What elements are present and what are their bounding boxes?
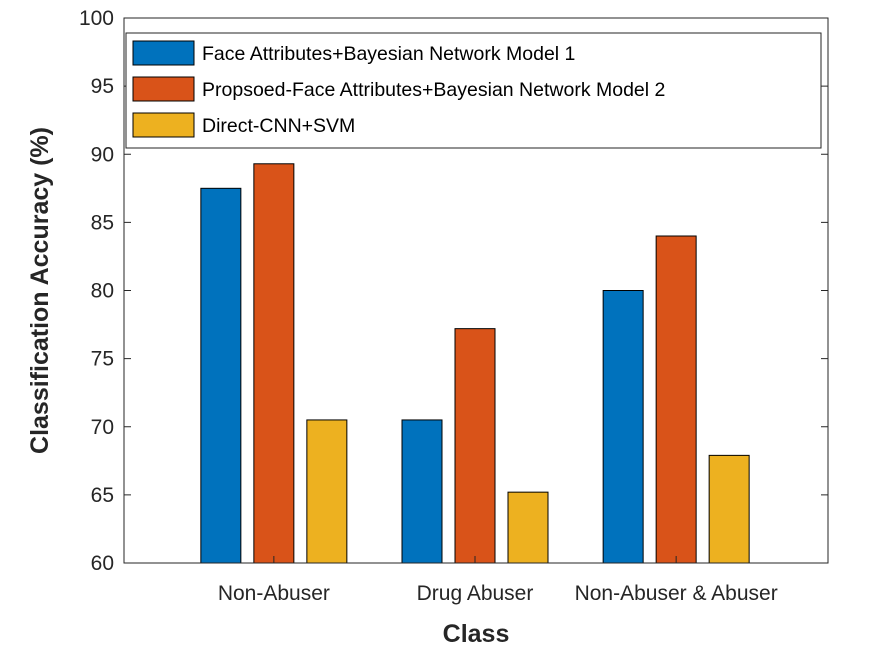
x-tick-label-non-abuser-abuser: Non-Abuser & Abuser	[575, 582, 778, 605]
x-axis-ticks: Non-Abuser Drug Abuser Non-Abuser & Abuser	[218, 556, 778, 605]
legend-swatch-series-2	[132, 76, 195, 102]
y-tick-label: 95	[91, 75, 114, 98]
y-tick-label: 75	[91, 348, 114, 371]
legend-label-series-1: Face Attributes+Bayesian Network Model 1	[202, 43, 575, 65]
bar-drug-abuser-series-3	[507, 491, 549, 564]
x-tick-label-drug-abuser: Drug Abuser	[417, 582, 534, 605]
y-axis-label: Classification Accuracy (%)	[26, 127, 54, 454]
legend: Face Attributes+Bayesian Network Model 1…	[125, 32, 822, 149]
y-tick-label: 70	[91, 416, 114, 439]
y-tick-label: 85	[91, 211, 114, 234]
legend-swatch-series-3	[132, 112, 195, 138]
legend-swatch-series-1	[132, 40, 195, 66]
legend-label-series-3: Direct-CNN+SVM	[202, 115, 355, 137]
bar-non-abuser-series-3	[306, 419, 348, 564]
bar-non-abuser-abuser-series-2	[655, 235, 697, 564]
y-tick-label: 65	[91, 484, 114, 507]
bar-drug-abuser-series-1	[401, 419, 443, 564]
bar-non-abuser-abuser-series-3	[708, 454, 750, 564]
y-tick-label: 90	[91, 143, 114, 166]
x-tick-label-non-abuser: Non-Abuser	[218, 582, 330, 605]
bar-drug-abuser-series-2	[454, 328, 496, 564]
bar-non-abuser-series-1	[200, 187, 242, 564]
y-axis-ticks: 60 65 70 75 80 85 90 95 100	[79, 7, 828, 575]
x-axis-label: Class	[443, 620, 510, 648]
bar-non-abuser-series-2	[253, 163, 295, 564]
legend-box	[125, 32, 822, 149]
bars-group	[200, 163, 750, 564]
y-tick-label: 100	[79, 7, 114, 30]
y-tick-label: 60	[91, 552, 114, 575]
bar-non-abuser-abuser-series-1	[602, 290, 644, 564]
y-tick-label: 80	[91, 280, 114, 303]
legend-label-series-2: Propsoed-Face Attributes+Bayesian Networ…	[202, 79, 665, 101]
